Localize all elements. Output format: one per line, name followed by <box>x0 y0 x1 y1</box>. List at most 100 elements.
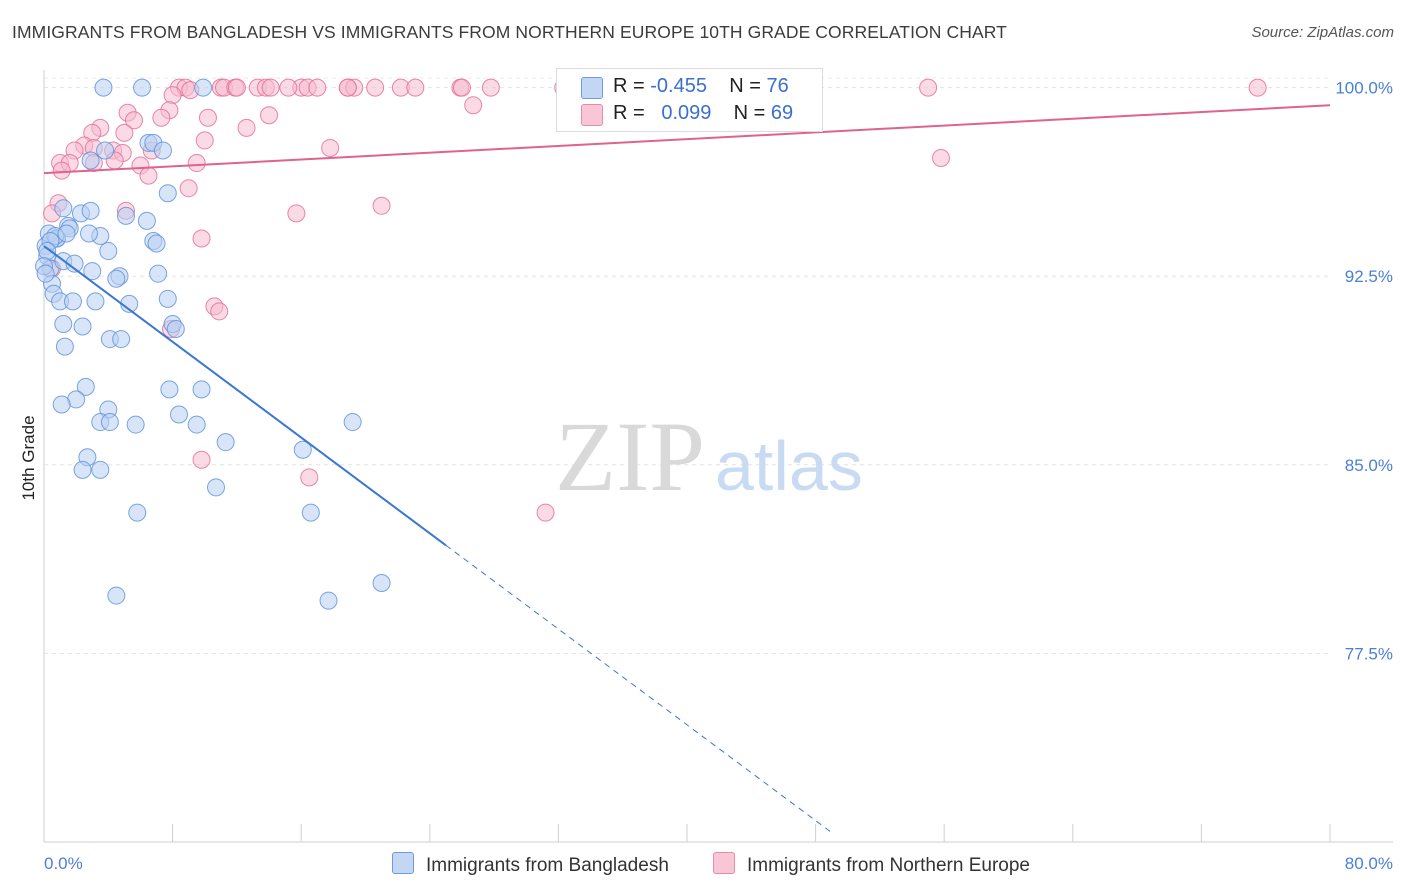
northern-europe-point <box>261 78 280 97</box>
watermark-zip: ZIP <box>555 401 705 512</box>
bangladesh-point <box>100 413 119 432</box>
bangladesh-point <box>207 478 226 497</box>
bangladesh-point <box>107 269 126 288</box>
bangladesh-trend-extension <box>445 544 832 833</box>
bangladesh-point <box>137 211 156 230</box>
legend-r-label: R = <box>613 102 645 124</box>
northern-europe-point <box>227 78 246 97</box>
axes <box>43 70 1393 843</box>
bangladesh-point <box>133 78 152 97</box>
y-axis-title: 10th Grade <box>19 415 38 500</box>
bangladesh-point <box>54 314 73 333</box>
northern-europe-point <box>139 166 158 185</box>
bangladesh-point <box>192 380 211 399</box>
bangladesh-point <box>54 199 73 218</box>
trend-lines <box>43 104 1331 833</box>
northern-europe-point <box>406 78 425 97</box>
bangladesh-point <box>38 242 57 261</box>
northern-europe-point <box>210 302 229 321</box>
bangladesh-trend-line <box>43 245 447 547</box>
northern-europe-point <box>237 118 256 137</box>
bangladesh-point <box>153 141 172 160</box>
northern-europe-point <box>152 108 171 127</box>
bangladesh-point <box>96 141 115 160</box>
bangladesh-point <box>83 262 102 281</box>
bangladesh-point <box>343 413 362 432</box>
y-tick-label: 100.0% <box>1335 79 1393 98</box>
northern-europe-point <box>300 468 319 487</box>
bangladesh-point <box>76 377 95 396</box>
bangladesh-point <box>149 264 168 283</box>
northern-europe-point <box>919 78 938 97</box>
bangladesh-point <box>91 460 110 479</box>
northern-europe-point <box>536 503 555 522</box>
northern-europe-point <box>260 106 279 125</box>
bottom-legend-label: Immigrants from Northern Europe <box>747 855 1030 876</box>
northern-europe-point <box>464 96 483 115</box>
bangladesh-point <box>57 224 76 243</box>
x-tick-label: 0.0% <box>44 854 83 873</box>
chart-title: IMMIGRANTS FROM BANGLADESH VS IMMIGRANTS… <box>12 22 1007 42</box>
northern-europe-point <box>372 196 391 215</box>
bangladesh-point <box>86 292 105 311</box>
legend-r-value: -0.455 <box>650 75 707 97</box>
legend-swatch-blue <box>581 77 603 99</box>
northern-europe-point <box>52 161 71 180</box>
bangladesh-point <box>107 586 126 605</box>
legend-n-value: 69 <box>770 102 794 124</box>
legend-r-label: R = <box>613 75 645 97</box>
northern-europe-point <box>481 78 500 97</box>
bangladesh-point <box>73 317 92 336</box>
legend-n-value: 76 <box>766 75 789 97</box>
bangladesh-point <box>36 264 55 283</box>
gridlines <box>44 77 1330 654</box>
northern-europe-point <box>179 179 198 198</box>
northern-europe-point <box>115 123 134 142</box>
bangladesh-point <box>158 184 177 203</box>
bangladesh-point <box>94 78 113 97</box>
bangladesh-point <box>73 460 92 479</box>
bottom-legend-swatch-pink <box>713 852 735 874</box>
northern-europe-point <box>198 108 217 127</box>
bottom-legend-label: Immigrants from Bangladesh <box>426 855 669 876</box>
tick-labels: 77.5% 85.0% 92.5% 100.0% 0.0% 80.0% <box>44 79 1393 873</box>
legend-n-label: N = <box>733 102 766 124</box>
series-northern-europe-points <box>43 78 1267 522</box>
bangladesh-point <box>128 503 147 522</box>
northern-europe-point <box>279 78 298 97</box>
bangladesh-point <box>158 289 177 308</box>
northern-europe-point <box>187 154 206 173</box>
bangladesh-point <box>99 242 118 261</box>
y-tick-label: 85.0% <box>1345 456 1393 475</box>
northern-europe-point <box>125 111 144 130</box>
bangladesh-point <box>81 201 100 220</box>
northern-europe-point <box>338 78 357 97</box>
bangladesh-point <box>187 415 206 434</box>
northern-europe-point <box>192 450 211 469</box>
northern-europe-point <box>1248 78 1267 97</box>
legend-r-value: 0.099 <box>661 102 712 124</box>
bangladesh-point <box>372 573 391 592</box>
watermark-atlas: atlas <box>715 427 863 505</box>
series-bangladesh-points <box>35 78 391 610</box>
y-tick-label: 92.5% <box>1345 267 1393 286</box>
bangladesh-point <box>126 415 145 434</box>
bangladesh-point <box>81 151 100 170</box>
bangladesh-point <box>112 330 131 349</box>
bottom-legend-swatch-blue <box>392 852 414 874</box>
bangladesh-point <box>166 320 185 339</box>
bangladesh-point <box>52 395 71 414</box>
northern-europe-point <box>366 78 385 97</box>
bangladesh-point <box>147 234 166 253</box>
bangladesh-point <box>194 78 213 97</box>
northern-europe-point <box>163 86 182 105</box>
bottom-legend-northern-europe: Immigrants from Northern Europe <box>713 852 1030 877</box>
northern-europe-point <box>321 138 340 157</box>
bangladesh-point <box>160 380 179 399</box>
northern-europe-point <box>287 204 306 223</box>
bangladesh-point <box>55 337 74 356</box>
northern-europe-point <box>192 229 211 248</box>
bangladesh-point <box>293 440 312 459</box>
northern-europe-point <box>308 78 327 97</box>
